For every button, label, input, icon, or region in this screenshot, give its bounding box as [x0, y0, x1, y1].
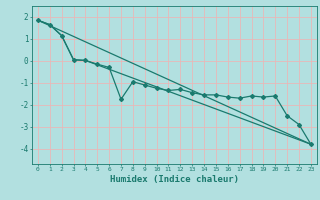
X-axis label: Humidex (Indice chaleur): Humidex (Indice chaleur)	[110, 175, 239, 184]
